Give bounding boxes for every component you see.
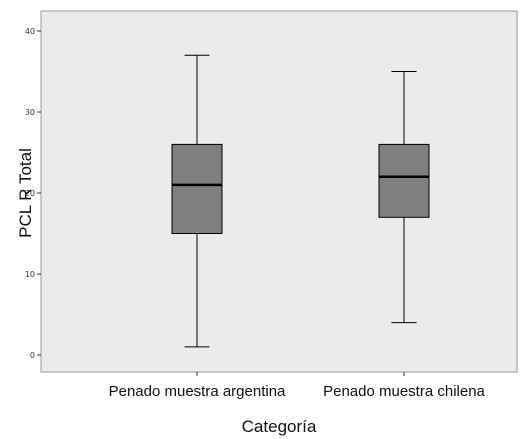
box-2	[378, 71, 430, 324]
y-tick-label: 30	[25, 108, 35, 117]
y-tick-label: 40	[25, 27, 35, 36]
iqr-box	[378, 143, 430, 218]
y-axis: 0 10 20 30 40	[25, 27, 41, 360]
boxes-group	[171, 54, 430, 348]
plot-area	[40, 10, 518, 373]
x-axis: Penado muestra argentina Penado muestra c…	[109, 372, 486, 400]
y-tick-label: 20	[25, 189, 35, 198]
x-category-label: Penado muestra argentina	[109, 383, 286, 400]
box-1	[171, 54, 223, 348]
x-axis-title: Categoría	[242, 417, 317, 436]
y-tick-label: 10	[25, 270, 35, 279]
y-tick-label: 0	[30, 351, 35, 360]
iqr-box	[171, 143, 223, 234]
y-axis-title: PCL R Total	[16, 148, 35, 238]
x-category-label: Penado muestra chilena	[323, 383, 485, 400]
